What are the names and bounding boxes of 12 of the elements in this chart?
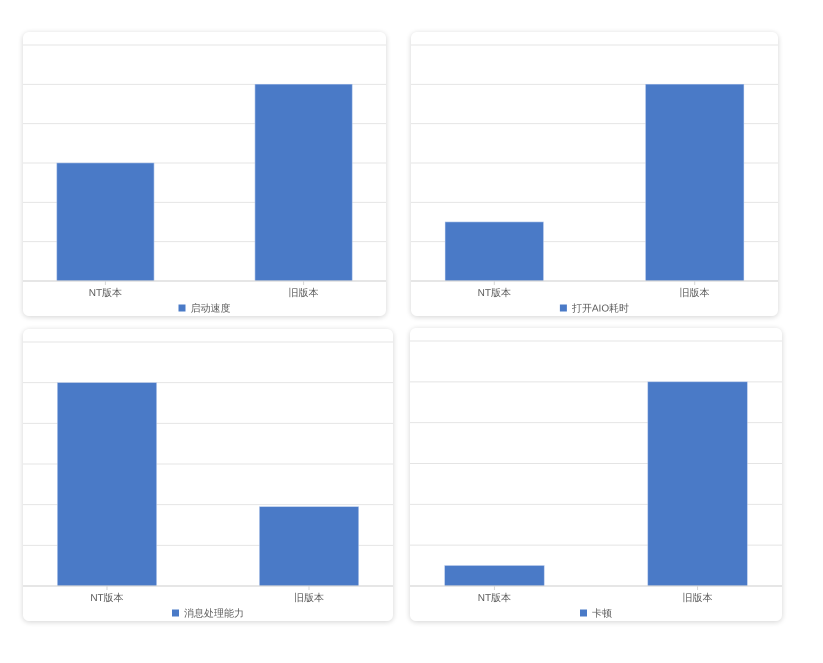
legend-label: 消息处理能力 [184, 608, 244, 620]
xtick-label: NT版本 [90, 593, 124, 604]
legend-label: 打开AIO耗时 [572, 304, 630, 314]
xtick-label: NT版本 [478, 593, 512, 604]
xtick-label: 旧版本 [294, 593, 324, 604]
legend-label: 卡顿 [592, 608, 612, 620]
legend-label: 启动速度 [190, 304, 230, 314]
xtick-label: NT版本 [478, 288, 511, 299]
xtick-label: NT版本 [88, 288, 122, 299]
xtick-label: 旧版本 [682, 593, 713, 604]
xtick-label: 旧版本 [288, 288, 319, 299]
xtick-label: 旧版本 [680, 288, 710, 299]
